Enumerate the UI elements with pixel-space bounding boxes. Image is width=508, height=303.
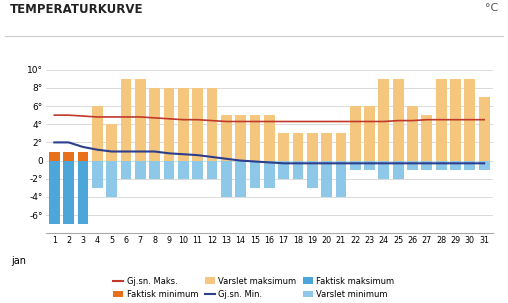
- Bar: [479, 97, 490, 170]
- Bar: [335, 133, 346, 197]
- Bar: [120, 79, 132, 161]
- Bar: [235, 115, 246, 197]
- Bar: [264, 115, 275, 161]
- Bar: [450, 79, 461, 161]
- Bar: [106, 124, 117, 197]
- Bar: [278, 133, 289, 179]
- Bar: [192, 88, 203, 161]
- Bar: [64, 152, 74, 224]
- Bar: [422, 115, 432, 170]
- Bar: [335, 133, 346, 161]
- Bar: [293, 133, 303, 161]
- Bar: [350, 106, 361, 170]
- Bar: [407, 106, 418, 170]
- Bar: [207, 88, 217, 161]
- Bar: [307, 133, 318, 161]
- Bar: [164, 88, 174, 161]
- Bar: [49, 152, 60, 161]
- Bar: [192, 88, 203, 179]
- Bar: [207, 88, 217, 179]
- Bar: [178, 88, 188, 179]
- Text: jan: jan: [11, 256, 26, 266]
- Bar: [120, 79, 132, 179]
- Bar: [221, 115, 232, 161]
- Bar: [321, 133, 332, 197]
- Bar: [393, 79, 403, 161]
- Bar: [64, 152, 74, 161]
- Bar: [407, 106, 418, 161]
- Bar: [221, 115, 232, 197]
- Bar: [436, 79, 447, 170]
- Bar: [135, 79, 146, 161]
- Bar: [135, 79, 146, 179]
- Bar: [378, 79, 389, 161]
- Bar: [164, 88, 174, 179]
- Bar: [92, 106, 103, 161]
- Bar: [422, 115, 432, 161]
- Bar: [450, 79, 461, 170]
- Bar: [249, 115, 260, 161]
- Bar: [364, 106, 375, 161]
- Bar: [350, 106, 361, 161]
- Bar: [106, 124, 117, 161]
- Bar: [307, 133, 318, 188]
- Text: TEMPERATURKURVE: TEMPERATURKURVE: [10, 3, 144, 16]
- Bar: [364, 106, 375, 170]
- Bar: [436, 79, 447, 161]
- Bar: [249, 115, 260, 188]
- Bar: [479, 97, 490, 161]
- Legend: Gj.sn. Maks., Faktisk minimum, Varslet maksimum, Gj.sn. Min., Faktisk maksimum, : Gj.sn. Maks., Faktisk minimum, Varslet m…: [113, 277, 395, 299]
- Bar: [264, 115, 275, 188]
- Bar: [92, 106, 103, 188]
- Bar: [464, 79, 475, 170]
- Bar: [178, 88, 188, 161]
- Bar: [293, 133, 303, 179]
- Bar: [149, 88, 160, 179]
- Bar: [378, 79, 389, 179]
- Bar: [464, 79, 475, 161]
- Bar: [49, 152, 60, 224]
- Bar: [78, 152, 88, 224]
- Bar: [278, 133, 289, 161]
- Bar: [321, 133, 332, 161]
- Bar: [235, 115, 246, 161]
- Bar: [393, 79, 403, 179]
- Text: °C: °C: [485, 3, 498, 13]
- Bar: [149, 88, 160, 161]
- Bar: [78, 152, 88, 161]
